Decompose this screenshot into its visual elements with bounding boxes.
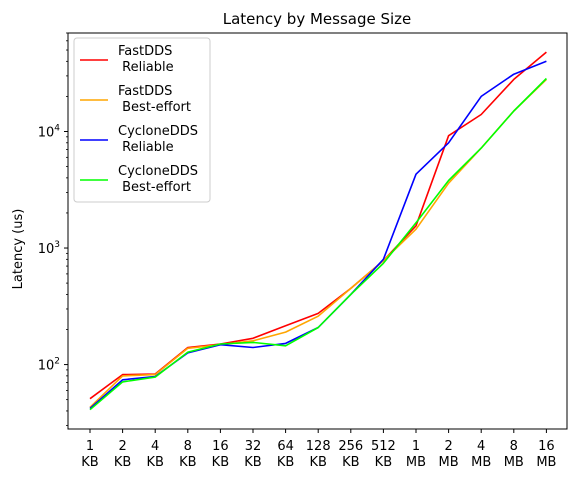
y-axis-label: Latency (us) [11,209,26,290]
x-tick-label: 16 KB [212,439,229,470]
legend-label: FastDDS Reliable [118,44,174,75]
y-tick-label: 103 [38,240,60,257]
y-tick-label: 102 [38,357,60,374]
legend-label: CycloneDDS Best-effort [118,164,198,195]
x-tick-label: 32 KB [244,439,261,470]
plot-frame [67,32,568,430]
chart-title: Latency by Message Size [223,10,412,28]
x-tick-label: 8 KB [179,439,196,470]
x-tick-label: 64 KB [277,439,294,470]
legend: FastDDS Reliable FastDDS Best-effort Cyclo… [73,37,211,203]
legend-box [73,37,211,203]
x-tick-label: 1 MB [406,439,426,470]
x-tick-label: 16 MB [536,439,556,470]
legend-label: FastDDS Best-effort [118,84,191,115]
x-tick-label: 2 MB [439,439,459,470]
x-tick-label: 4 KB [146,439,163,470]
y-tick-label: 104 [38,123,61,140]
series-line-cyclonedds-best-effort [89,77,547,411]
x-tick-label: 512 KB [371,439,396,470]
x-tick-label: 2 KB [114,439,131,470]
legend-label: CycloneDDS Reliable [118,124,198,155]
x-tick-label: 128 KB [306,439,331,470]
x-tick-label: 256 KB [338,439,363,470]
plot-area: 1 KB 2 KB 4 KB 8 KB 16 KB 32 KB 64 KB 128 KB 256 KB 512 KB 1… [38,32,556,470]
x-tick-label: 1 KB [81,439,98,470]
x-tick-label: 4 MB [471,439,491,470]
x-tick-label: 8 MB [504,439,524,470]
